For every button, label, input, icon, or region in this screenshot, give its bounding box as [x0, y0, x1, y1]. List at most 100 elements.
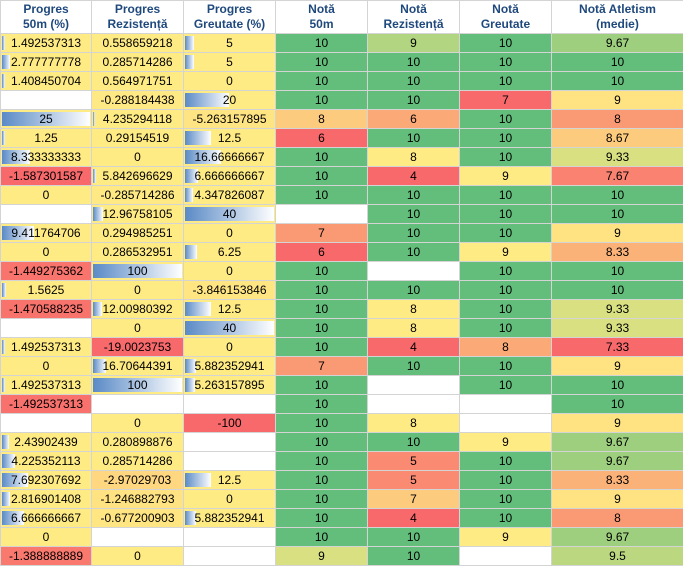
cell-value: 8.33 [606, 473, 629, 487]
cell-value: 10 [499, 112, 512, 126]
data-bar [185, 93, 229, 107]
cell: 8 [368, 300, 460, 319]
data-bar [93, 112, 95, 126]
cell: 7 [276, 224, 368, 243]
cell-value: 10 [315, 188, 328, 202]
cell: 0 [1, 186, 92, 205]
cell-value: 40 [223, 321, 236, 335]
cell: 1.5625 [1, 281, 92, 300]
cell-value: 10 [315, 36, 328, 50]
cell-value: 9.33 [606, 321, 629, 335]
cell: 4 [368, 167, 460, 186]
cell: 5 [184, 34, 276, 53]
cell-value: 0.294985251 [102, 226, 172, 240]
cell-value: 9.33 [606, 150, 629, 164]
cell [92, 395, 184, 414]
cell: 6 [276, 129, 368, 148]
cell: 1.492537313 [1, 34, 92, 53]
cell: 10 [276, 300, 368, 319]
cell-value: 7 [318, 226, 325, 240]
cell-value: 9 [614, 359, 621, 373]
column-header: Notă Atletism (medie) [552, 1, 683, 34]
cell-value: 10 [407, 207, 420, 221]
cell-value: 6.666666667 [194, 169, 264, 183]
cell-value: 0 [226, 226, 233, 240]
cell-value: 12.00980392 [102, 302, 172, 316]
cell: 5 [368, 452, 460, 471]
cell-value: 10 [407, 93, 420, 107]
cell: 12.5 [184, 300, 276, 319]
cell: 5.263157895 [184, 376, 276, 395]
cell-value: 12.5 [218, 302, 241, 316]
cell: 10 [552, 281, 683, 300]
cell: 16.70644391 [92, 357, 184, 376]
cell-value: 0.29154519 [106, 131, 169, 145]
cell: 10 [368, 72, 460, 91]
data-bar [2, 435, 9, 449]
cell-value: 2.777777778 [11, 55, 81, 69]
cell-value: 2.43902439 [14, 435, 77, 449]
cell: 0.558659218 [92, 34, 184, 53]
cell: 100 [92, 262, 184, 281]
cell: 10 [368, 205, 460, 224]
cell: 10 [276, 433, 368, 452]
cell: 10 [276, 281, 368, 300]
cell: 10 [368, 53, 460, 72]
cell-value: 10 [315, 340, 328, 354]
cell: 8.333333333 [1, 148, 92, 167]
cell-value: 10 [315, 530, 328, 544]
data-bar [2, 492, 10, 506]
cell-value: 10 [407, 74, 420, 88]
cell-value: 9.411764706 [11, 226, 80, 240]
cell: 10 [460, 224, 552, 243]
cell-value: 0 [134, 416, 141, 430]
cell: 0.564971751 [92, 72, 184, 91]
cell-value: 9 [614, 416, 621, 430]
cell: -2.97029703 [92, 471, 184, 490]
data-bar [185, 131, 211, 145]
cell: 10 [460, 452, 552, 471]
cell-value: 8 [614, 511, 621, 525]
cell-value: 8 [410, 416, 417, 430]
cell-value: 10 [315, 511, 328, 525]
cell: 9 [460, 243, 552, 262]
cell-value: 4 [410, 169, 417, 183]
cell-value: -1.587301587 [9, 169, 83, 183]
cell-value: 16.70644391 [102, 359, 172, 373]
cell: 5.882352941 [184, 357, 276, 376]
cell: 6.666666667 [1, 509, 92, 528]
cell: 10 [368, 281, 460, 300]
column-header: Progres Greutate (%) [184, 1, 276, 34]
cell-value: 100 [127, 378, 147, 392]
cell-value: 0 [43, 530, 50, 544]
cell: 9.33 [552, 319, 683, 338]
cell-value: 9 [614, 492, 621, 506]
cell: 0 [92, 414, 184, 433]
cell-value: 8 [410, 321, 417, 335]
data-bar [185, 473, 211, 487]
cell: 10 [460, 300, 552, 319]
cell-value: 10 [315, 55, 328, 69]
cell-value: 4 [410, 340, 417, 354]
cell: 10 [460, 53, 552, 72]
cell-value: -1.492537313 [9, 397, 83, 411]
cell-value: -1.449275362 [9, 264, 83, 278]
cell-value: 0 [134, 321, 141, 335]
cell-value: 10 [611, 378, 624, 392]
cell: 0 [184, 224, 276, 243]
cell: 10 [552, 186, 683, 205]
data-bar [2, 131, 5, 145]
cell-value: 0.558659218 [102, 36, 172, 50]
cell-value: -100 [217, 416, 241, 430]
cell-value: -1.470588235 [9, 302, 83, 316]
cell-value: 9.67 [606, 36, 629, 50]
cell: 10 [368, 547, 460, 566]
